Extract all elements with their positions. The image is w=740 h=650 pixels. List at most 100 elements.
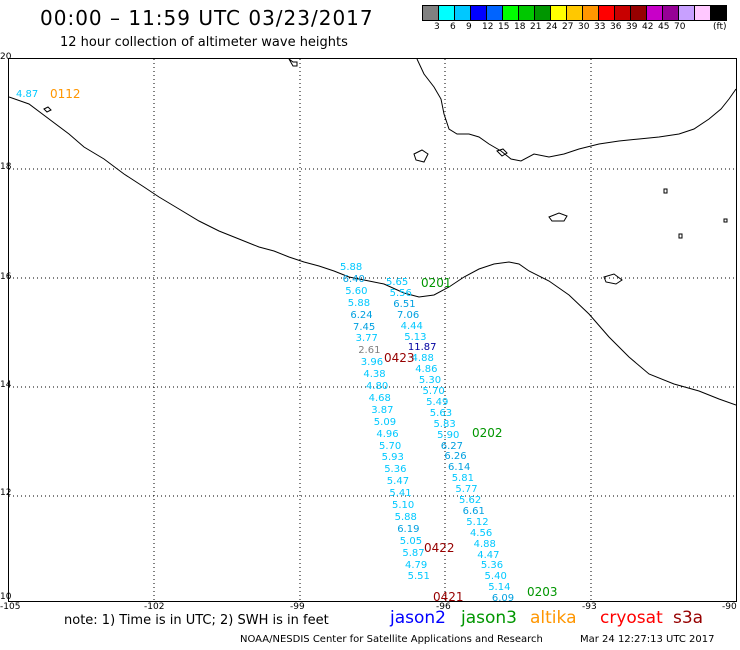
- legend-label: 42: [642, 22, 654, 32]
- time-label: 0423: [384, 351, 415, 365]
- island: [723, 218, 728, 223]
- wave-value: 5.70: [379, 440, 402, 452]
- wave-value: 5.05: [399, 535, 423, 547]
- satellite-jason3: jason3: [461, 608, 517, 628]
- wave-value: 5.13: [404, 331, 427, 343]
- lat-label: 14: [0, 380, 12, 390]
- wave-value: 6.27: [440, 440, 464, 452]
- page-subtitle: 12 hour collection of altimeter wave hei…: [60, 35, 348, 50]
- wave-value: 5.88: [340, 262, 363, 273]
- gulf-coastline: [416, 58, 737, 162]
- time-label: 0202: [472, 426, 503, 440]
- satellite-s3a: s3a: [673, 608, 704, 628]
- legend-swatch: [582, 5, 599, 21]
- lat-label: 12: [0, 488, 12, 498]
- legend-swatch: [454, 5, 471, 21]
- wave-value: 5.60: [345, 285, 368, 297]
- time-label: 0421: [433, 590, 464, 604]
- wave-value: 4.87: [16, 89, 39, 100]
- island: [496, 148, 508, 157]
- island: [548, 212, 568, 222]
- lat-label: 16: [0, 272, 12, 282]
- legend-swatch: [694, 5, 711, 21]
- wave-value: 4.96: [376, 428, 399, 440]
- wave-value: 4.88: [411, 353, 434, 365]
- wave-value: 7.06: [396, 309, 420, 321]
- lat-label: 10: [0, 592, 12, 602]
- wave-value: 6.19: [397, 523, 420, 535]
- wave-value: 5.36: [480, 560, 504, 572]
- island: [663, 188, 668, 194]
- lake: [413, 149, 429, 163]
- wave-value: 6.40: [342, 273, 365, 285]
- wave-value: 4.38: [363, 369, 386, 381]
- wave-value: 5.49: [426, 396, 449, 408]
- legend-swatch: [534, 5, 551, 21]
- credit-line: NOAA/NESDIS Center for Satellite Applica…: [240, 634, 543, 645]
- lon-label: -102: [144, 602, 165, 612]
- wave-value: 11.87: [407, 342, 437, 354]
- wave-value: 4.88: [473, 538, 496, 550]
- legend-label: 15: [498, 22, 510, 32]
- wave-value: 5.30: [418, 375, 442, 387]
- time-label: 0112: [50, 87, 81, 101]
- legend-label: 24: [546, 22, 558, 32]
- wave-value: 3.87: [371, 404, 394, 416]
- wave-value: 3.77: [355, 333, 378, 345]
- legend-swatch: [630, 5, 647, 21]
- wave-value: 5.77: [455, 484, 478, 496]
- wave-value: 5.83: [433, 418, 456, 430]
- legend-swatch: [678, 5, 695, 21]
- lon-label: -93: [582, 602, 597, 612]
- wave-value: 5.88: [347, 297, 371, 309]
- lon-label: -90: [722, 602, 737, 612]
- time-label: 0422: [424, 541, 455, 555]
- wave-value: 4.56: [469, 527, 493, 539]
- island: [288, 58, 298, 67]
- legend-label: 6: [450, 22, 456, 32]
- legend-swatch: [518, 5, 535, 21]
- legend-swatch: [470, 5, 487, 21]
- lat-label: 18: [0, 162, 12, 172]
- wave-value: 5.36: [384, 464, 407, 476]
- wave-value: 4.47: [477, 549, 500, 561]
- wave-value: 5.40: [484, 571, 507, 583]
- legend-label: 27: [562, 22, 574, 32]
- legend-swatch: [422, 5, 439, 21]
- legend-swatch: [502, 5, 519, 21]
- wave-value: 5.81: [451, 473, 474, 485]
- wave-value: 4.68: [368, 392, 391, 404]
- page-title: 00:00 – 11:59 UTC 03/23/2017: [40, 6, 374, 30]
- wave-value: 6.61: [462, 505, 485, 517]
- wave-value: 5.10: [392, 500, 415, 511]
- island: [603, 273, 623, 285]
- wave-value: 6.14: [448, 462, 471, 474]
- wave-value: 5.70: [422, 386, 445, 397]
- timestamp: Mar 24 12:27:13 UTC 2017: [580, 634, 715, 645]
- legend-unit: (ft): [713, 22, 727, 32]
- wave-value: 5.87: [402, 547, 425, 559]
- wave-value: 5.88: [394, 511, 417, 523]
- wave-value: 5.90: [437, 429, 460, 441]
- legend-label: 3: [434, 22, 440, 32]
- legend-label: 18: [514, 22, 526, 32]
- wave-value: 2.61: [358, 345, 381, 357]
- wave-value: 6.09: [491, 593, 515, 605]
- wave-value: 7.45: [353, 321, 376, 333]
- lon-label: -96: [436, 602, 451, 612]
- satellite-altika: altika: [530, 608, 577, 628]
- legend-swatch: [550, 5, 567, 21]
- wave-value: 6.26: [444, 451, 467, 463]
- wave-value: 5.12: [466, 516, 489, 528]
- legend-swatch: [710, 5, 727, 21]
- wave-value: 5.14: [488, 582, 511, 594]
- wave-value: 5.51: [407, 571, 430, 583]
- legend-swatch: [614, 5, 631, 21]
- legend-label: 70: [674, 22, 686, 32]
- lat-label: 20: [0, 52, 12, 62]
- map-frame: [8, 58, 737, 602]
- legend-label: 9: [466, 22, 472, 32]
- legend-label: 36: [610, 22, 622, 32]
- footer-note: note: 1) Time is in UTC; 2) SWH is in fe…: [64, 613, 329, 628]
- legend-swatch: [486, 5, 503, 21]
